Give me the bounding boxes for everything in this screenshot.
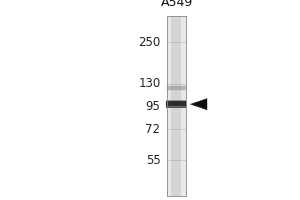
FancyBboxPatch shape xyxy=(167,86,186,90)
Text: A549: A549 xyxy=(161,0,193,9)
Text: 55: 55 xyxy=(146,154,160,166)
Bar xyxy=(171,16,181,196)
Bar xyxy=(167,16,186,196)
Text: 250: 250 xyxy=(138,36,160,49)
Polygon shape xyxy=(190,99,207,110)
Text: 95: 95 xyxy=(146,99,160,112)
FancyBboxPatch shape xyxy=(166,101,187,108)
Text: 130: 130 xyxy=(138,77,160,90)
Text: 72: 72 xyxy=(146,123,160,136)
